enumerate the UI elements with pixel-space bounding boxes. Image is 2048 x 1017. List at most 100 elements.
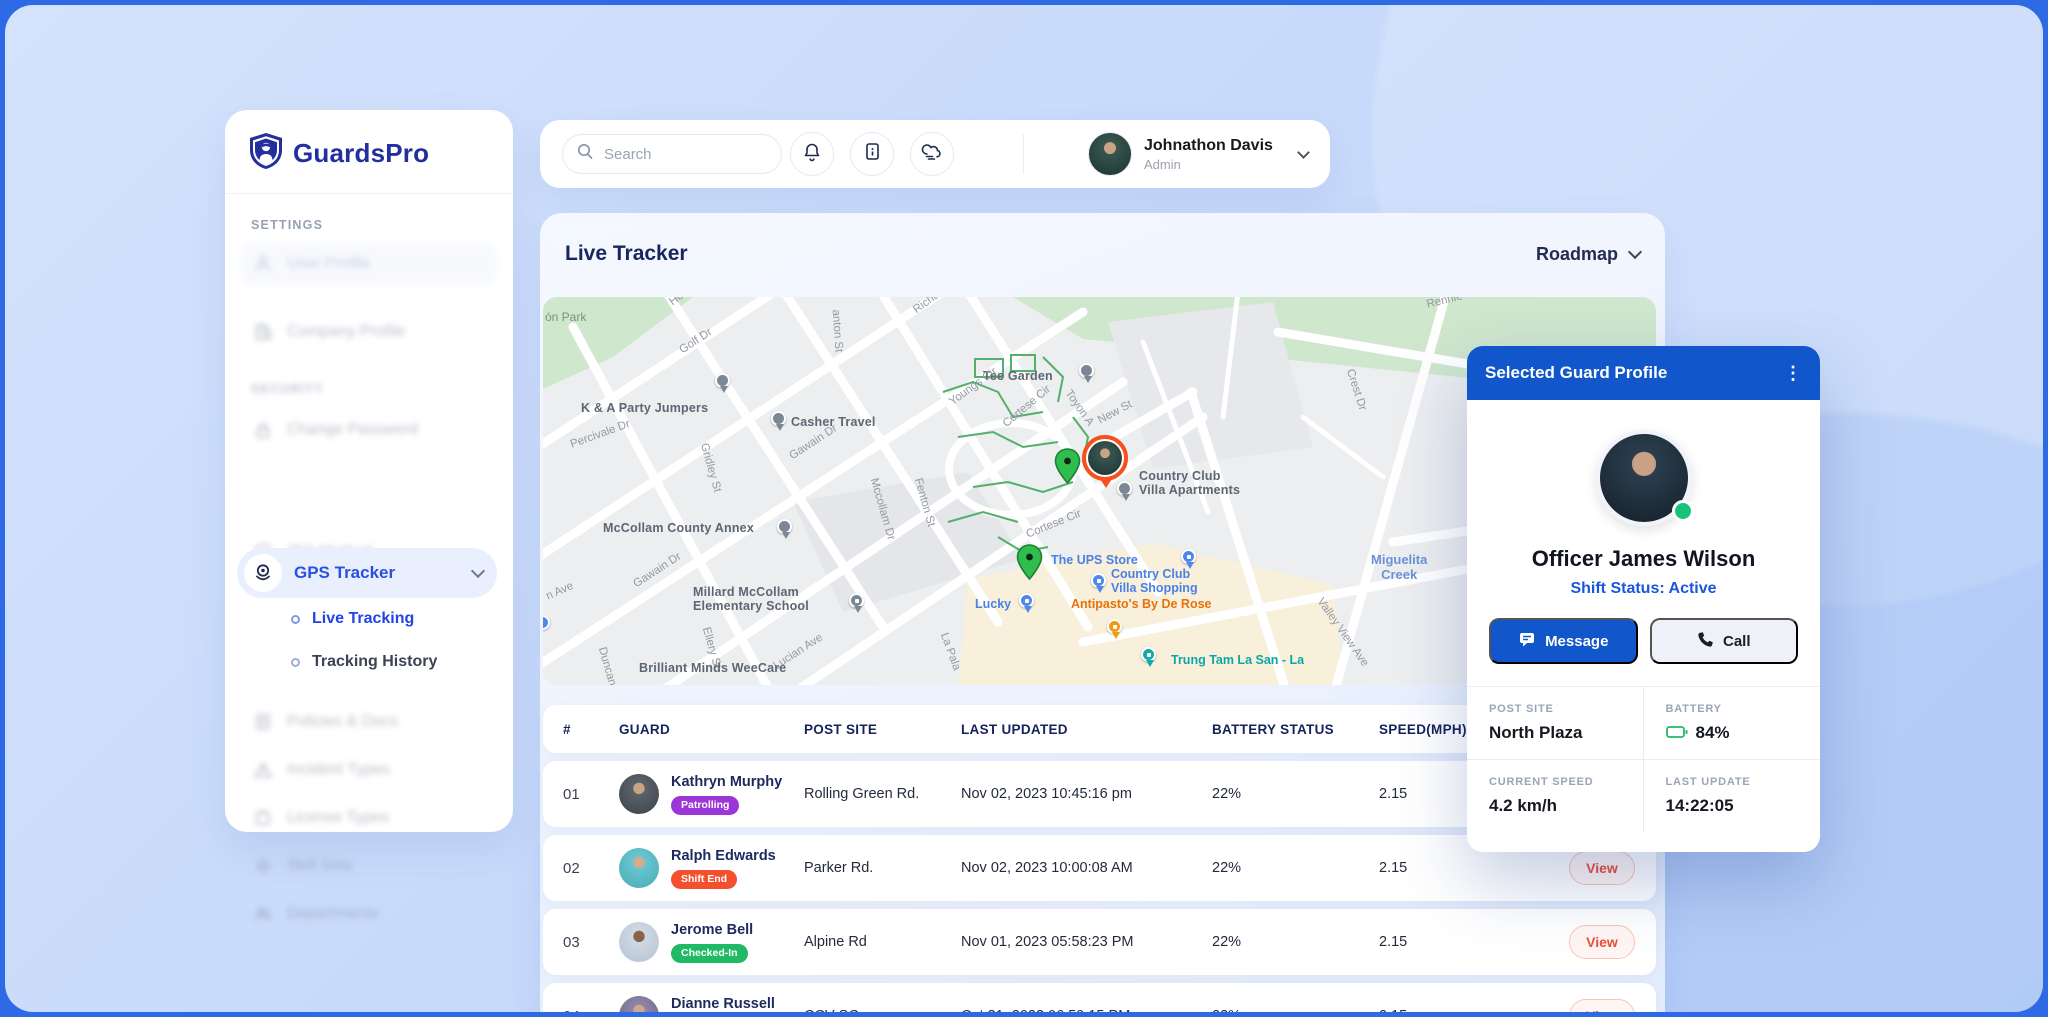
poi-pin-trung-tam: [1141, 647, 1156, 667]
app-title: GuardsPro: [293, 138, 430, 168]
guard-avatar: [619, 774, 659, 814]
search-box[interactable]: [562, 134, 782, 174]
guard-marker-green[interactable]: [1054, 448, 1081, 485]
battery-label: BATTERY: [1665, 703, 1722, 715]
guardspro-shield-icon: [249, 132, 283, 175]
notifications-button[interactable]: [790, 132, 834, 176]
view-button[interactable]: View: [1569, 925, 1635, 959]
selected-guard-profile-card: Selected Guard Profile ⋮ Officer James W…: [1467, 346, 1820, 852]
building-icon: [253, 322, 273, 342]
cloud-icon: [921, 142, 943, 167]
current-speed-value: 4.2 km/h: [1489, 796, 1558, 815]
guard-name: Dianne Russell: [671, 996, 775, 1012]
map-label: Country Club Villa Apartments: [1139, 469, 1241, 498]
user-avatar: [1088, 132, 1132, 176]
page-title: Live Tracker: [565, 242, 688, 265]
status-badge: Patrolling: [671, 796, 740, 815]
kebab-menu-icon[interactable]: ⋮: [1784, 363, 1802, 383]
document-icon: [253, 712, 273, 732]
battery-value: 84%: [1695, 723, 1730, 742]
post-site-value: North Plaza: [1489, 723, 1583, 742]
poi-pin-elementary-school: [849, 593, 864, 613]
sidebar-item-tracking-history[interactable]: Tracking History: [291, 653, 437, 671]
map-label: McCollam County Annex: [603, 521, 754, 535]
search-icon: [577, 143, 594, 165]
map-label: K & A Party Jumpers: [581, 401, 709, 415]
chevron-down-icon: [470, 563, 486, 579]
reports-button[interactable]: [850, 132, 894, 176]
status-badge: Checked-In: [671, 944, 748, 963]
bell-icon: [802, 142, 822, 167]
sidebar-item-change-password[interactable]: Change Password: [241, 408, 497, 452]
view-button[interactable]: View: [1569, 851, 1635, 885]
last-update-label: LAST UPDATE: [1665, 776, 1751, 788]
gear-icon: [253, 856, 273, 876]
shift-status: Shift Status: Active: [1570, 580, 1717, 597]
sidebar-item-policies-docs[interactable]: Policies & Docs: [241, 700, 497, 744]
poi-pin-antipastos: [1107, 619, 1122, 639]
map-label: Antipasto's By De Rose: [1071, 597, 1212, 611]
selected-guard-marker[interactable]: [1082, 435, 1128, 488]
search-input[interactable]: [604, 145, 754, 163]
table-row[interactable]: 04 Dianne Russell Patrolling CCV-SC Oct …: [543, 983, 1656, 1012]
poi-pin-tee-garden: [1079, 363, 1094, 383]
map-label: Millard McCollam Elementary School: [693, 585, 809, 614]
map-label: Country Club Villa Shopping: [1111, 567, 1198, 596]
call-button[interactable]: Call: [1649, 618, 1798, 664]
logo: GuardsPro: [225, 110, 513, 194]
view-button[interactable]: View: [1569, 999, 1635, 1012]
map-label: Tee Garden: [983, 369, 1053, 383]
map-label: The UPS Store: [1051, 553, 1138, 567]
guard-avatar: [619, 996, 659, 1012]
poi-pin-villa-shopping: [1091, 573, 1106, 593]
map-type-dropdown[interactable]: Roadmap: [1536, 244, 1643, 265]
guard-marker-avatar: [1088, 441, 1122, 475]
sidebar-item-user-profile[interactable]: User Profile: [241, 242, 497, 286]
sidebar-item-skill-sets[interactable]: Skill Sets: [241, 844, 497, 888]
app-screen: GuardsPro SETTINGS User Profile Company …: [5, 5, 2043, 1012]
status-badge: Shift End: [671, 870, 738, 889]
user-menu[interactable]: Johnathon Davis Admin: [1088, 132, 1310, 176]
guard-name: Kathryn Murphy: [671, 774, 783, 790]
card-title: Selected Guard Profile: [1485, 363, 1668, 382]
chat-icon: [1518, 630, 1536, 652]
lock-icon: [253, 420, 273, 440]
users-icon: [253, 904, 273, 924]
sidebar-item-company-profile[interactable]: Company Profile: [241, 310, 497, 354]
user-icon: [253, 254, 273, 274]
map-label: ón Park: [545, 310, 587, 324]
last-update-value: 14:22:05: [1665, 796, 1734, 815]
badge-icon: [253, 808, 273, 828]
sidebar-item-gps-tracker[interactable]: GPS Tracker: [237, 548, 497, 598]
map-label: Brilliant Minds WeeCare: [639, 661, 787, 675]
sidebar-item-live-tracking[interactable]: Live Tracking: [291, 610, 414, 628]
bullet-icon: [291, 657, 300, 667]
user-name: Johnathon Davis: [1144, 136, 1273, 154]
sidebar-item-departments[interactable]: Departments: [241, 892, 497, 936]
guard-name: Ralph Edwards: [671, 848, 776, 864]
map-label: Miguelita Creek: [1371, 552, 1428, 582]
guard-avatar: [619, 922, 659, 962]
poi-pin-partial: [543, 615, 550, 630]
bullet-icon: [291, 614, 300, 624]
divider: [1023, 134, 1024, 174]
battery-icon: [1665, 723, 1688, 743]
file-info-icon: [863, 142, 882, 166]
weather-button[interactable]: [910, 132, 954, 176]
guard-profile-name: Officer James Wilson: [1531, 546, 1756, 571]
poi-pin-ups-store: [1181, 549, 1196, 569]
guard-marker-green[interactable]: [1016, 544, 1043, 581]
poi-pin-county-annex: [777, 519, 792, 539]
chevron-down-icon: [1627, 244, 1643, 260]
poi-pin-villa-apartments: [1117, 481, 1132, 501]
warning-icon: [253, 760, 273, 780]
user-role: Admin: [1144, 156, 1181, 172]
sidebar-item-incident-types[interactable]: Incident Types: [241, 748, 497, 792]
message-button[interactable]: Message: [1489, 618, 1638, 664]
online-status-dot: [1671, 500, 1694, 522]
section-settings: SETTINGS: [251, 218, 324, 232]
table-row[interactable]: 03 Jerome Bell Checked-In Alpine Rd Nov …: [543, 909, 1656, 975]
map-label: Trung Tam La San - La: [1171, 653, 1305, 667]
sidebar-item-license-types[interactable]: License Types: [241, 796, 497, 840]
current-speed-label: CURRENT SPEED: [1489, 776, 1594, 788]
